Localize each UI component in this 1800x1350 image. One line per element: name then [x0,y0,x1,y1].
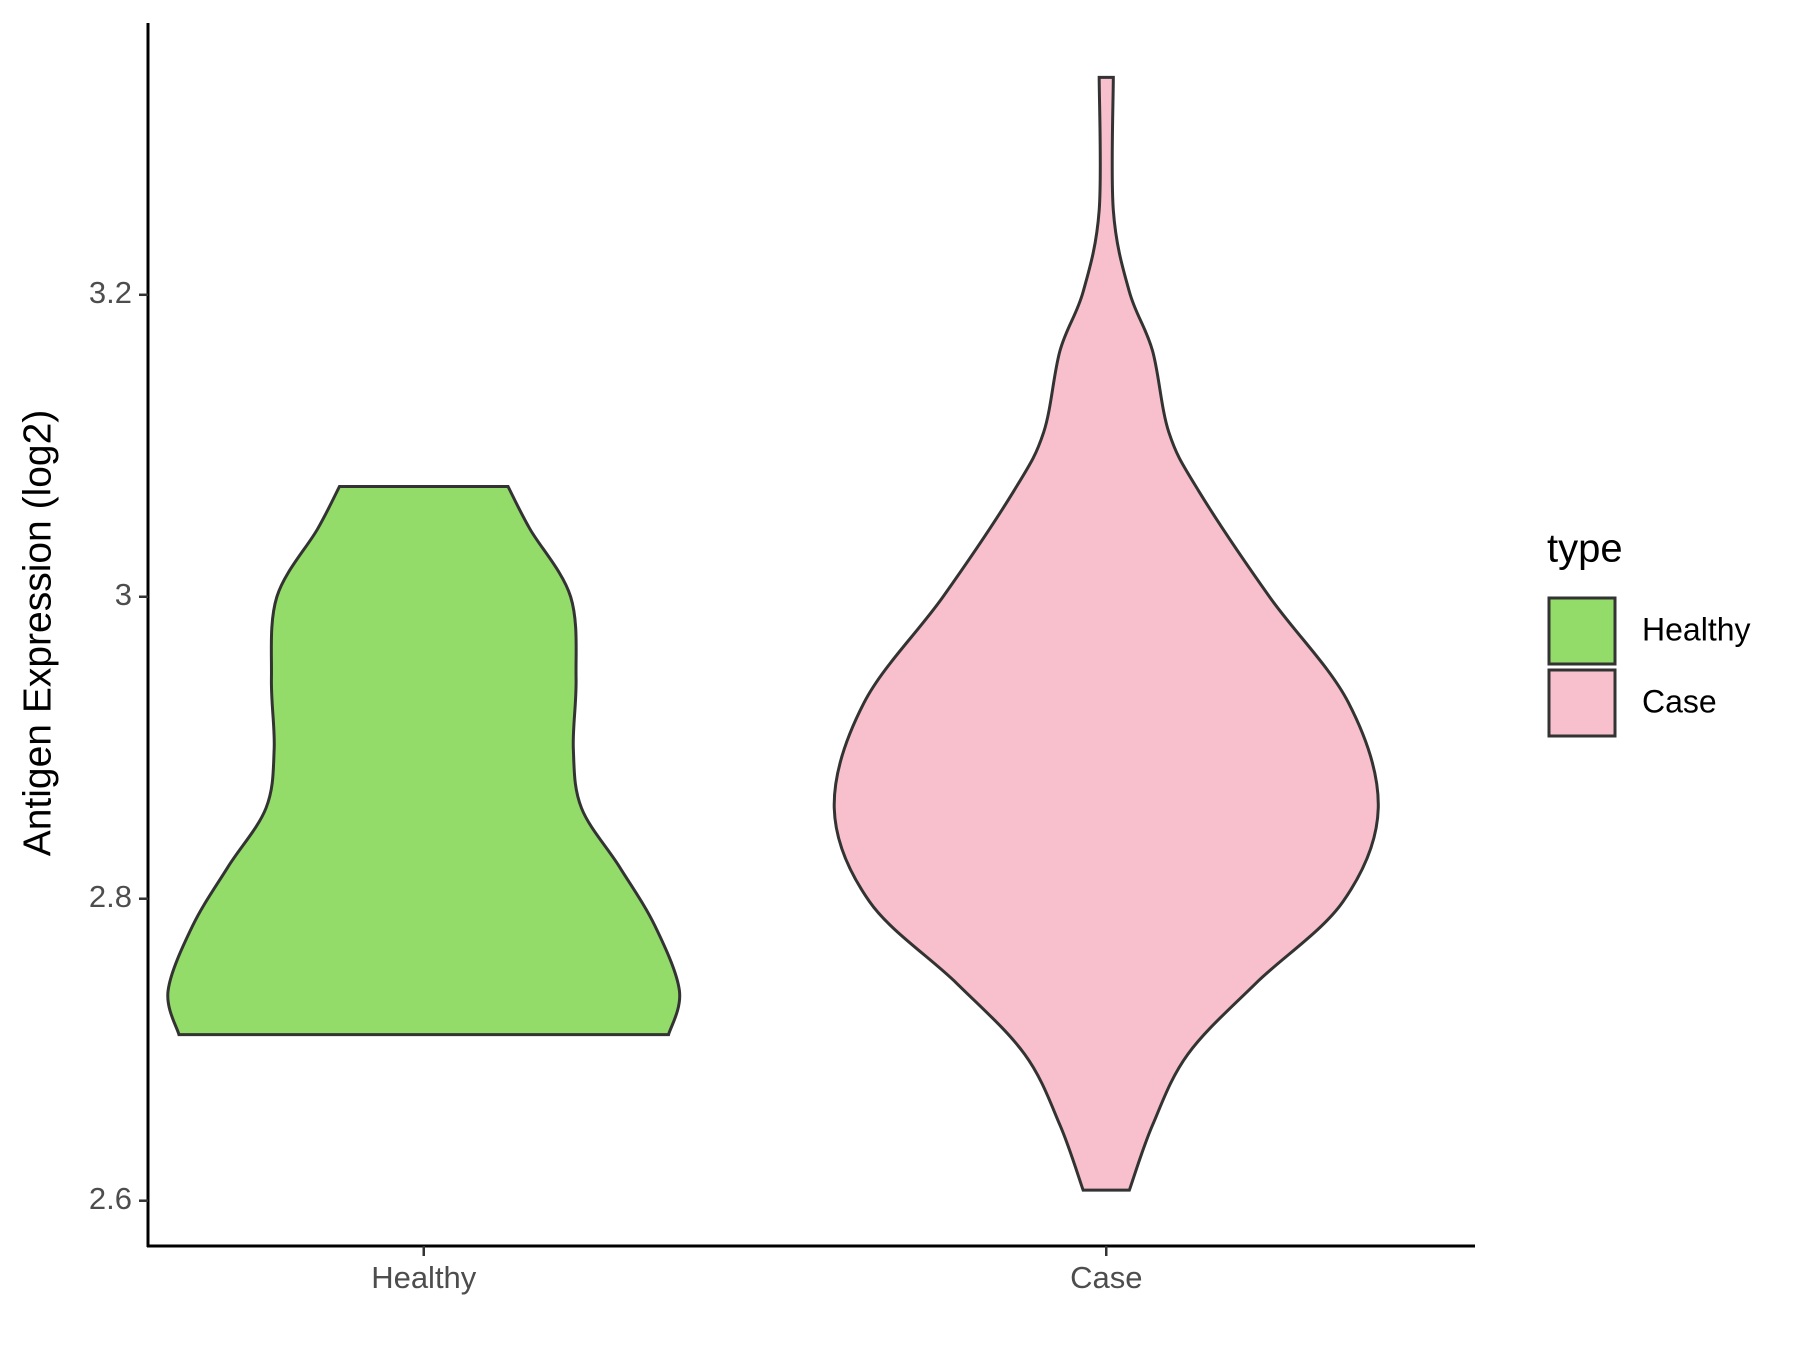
x-tick-label: Healthy [371,1260,477,1295]
legend-key [1547,668,1617,738]
y-tick-label: 3.2 [89,275,132,310]
legend-label: Case [1642,683,1717,719]
violin [832,75,1380,1192]
y-tick-label: 3 [115,577,132,612]
legend-label: Healthy [1642,611,1751,647]
y-tick-label: 2.8 [89,879,132,914]
y-tick-label: 2.6 [89,1181,132,1216]
violin [166,485,682,1037]
legend-key [1547,596,1617,666]
y-axis-title: Antigen Expression (log2) [16,410,59,857]
legend-title: type [1547,527,1623,571]
x-tick-label: Case [1070,1260,1142,1295]
